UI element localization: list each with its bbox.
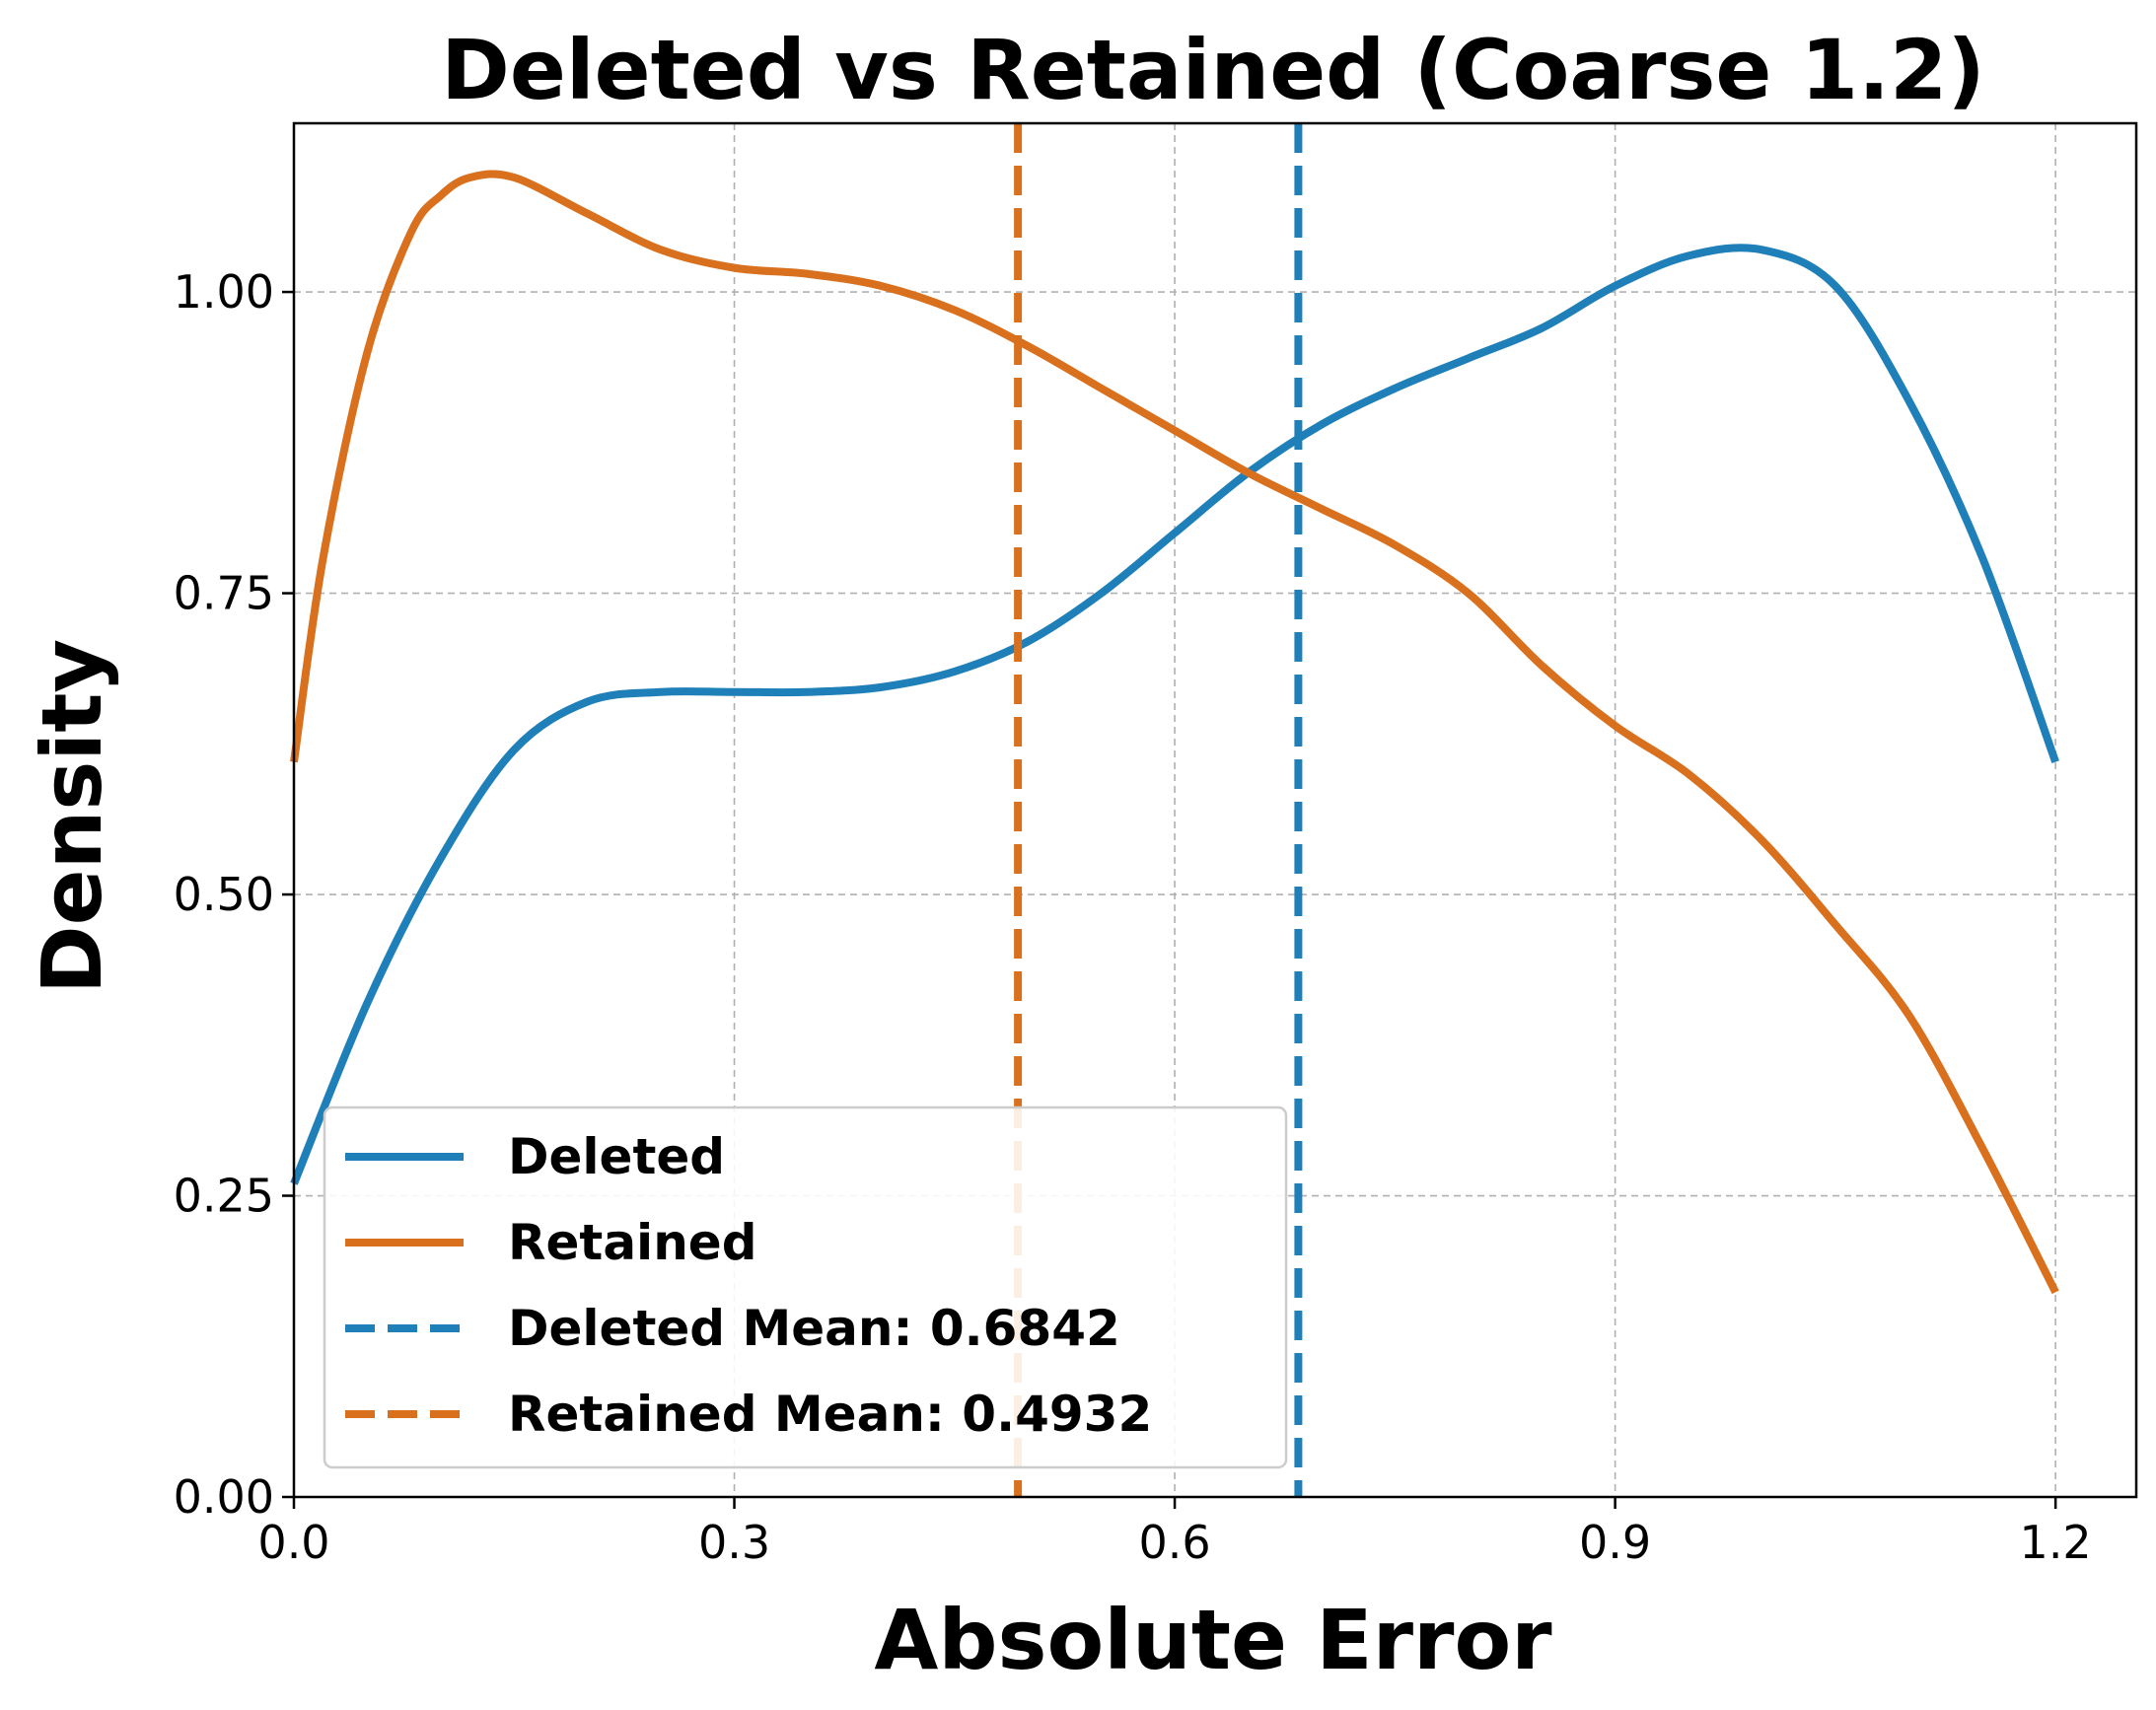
- chart-title: Deleted vs Retained (Coarse 1.2): [441, 22, 1985, 118]
- series-line-retained: [290, 170, 2059, 1295]
- plot-lines: [290, 170, 2059, 1295]
- x-ticks: 0.0 0.3 0.6 0.9 1.2: [257, 1497, 2092, 1569]
- x-tick-label: 0.3: [698, 1516, 770, 1569]
- legend: Deleted Retained Deleted Mean: 0.6842 Retai…: [323, 1105, 1288, 1469]
- axes-frame: [292, 121, 2138, 1499]
- x-tick-label: 0.9: [1579, 1516, 1651, 1569]
- y-tick-label: 0.75: [174, 567, 274, 620]
- legend-label: Deleted Mean: 0.6842: [508, 1300, 1120, 1357]
- x-axis-label: Absolute Error: [874, 1592, 1552, 1688]
- x-tick-label: 0.0: [257, 1516, 329, 1569]
- y-tick-label: 0.00: [174, 1470, 274, 1524]
- y-ticks: 0.00 0.25 0.50 0.75 1.00: [174, 265, 294, 1524]
- legend-box: [323, 1105, 1288, 1469]
- y-tick-label: 1.00: [174, 265, 274, 319]
- series-line-deleted: [290, 244, 2059, 1185]
- y-tick-label: 0.25: [174, 1170, 274, 1223]
- legend-label: Deleted: [508, 1128, 725, 1185]
- x-tick-label: 1.2: [2020, 1516, 2092, 1569]
- y-tick-label: 0.50: [174, 868, 274, 921]
- mean-lines: [1014, 123, 1303, 1497]
- legend-label: Retained Mean: 0.4932: [508, 1386, 1152, 1443]
- x-tick-label: 0.6: [1138, 1516, 1210, 1569]
- legend-label: Retained: [508, 1214, 757, 1271]
- y-axis-label: Density: [24, 639, 120, 994]
